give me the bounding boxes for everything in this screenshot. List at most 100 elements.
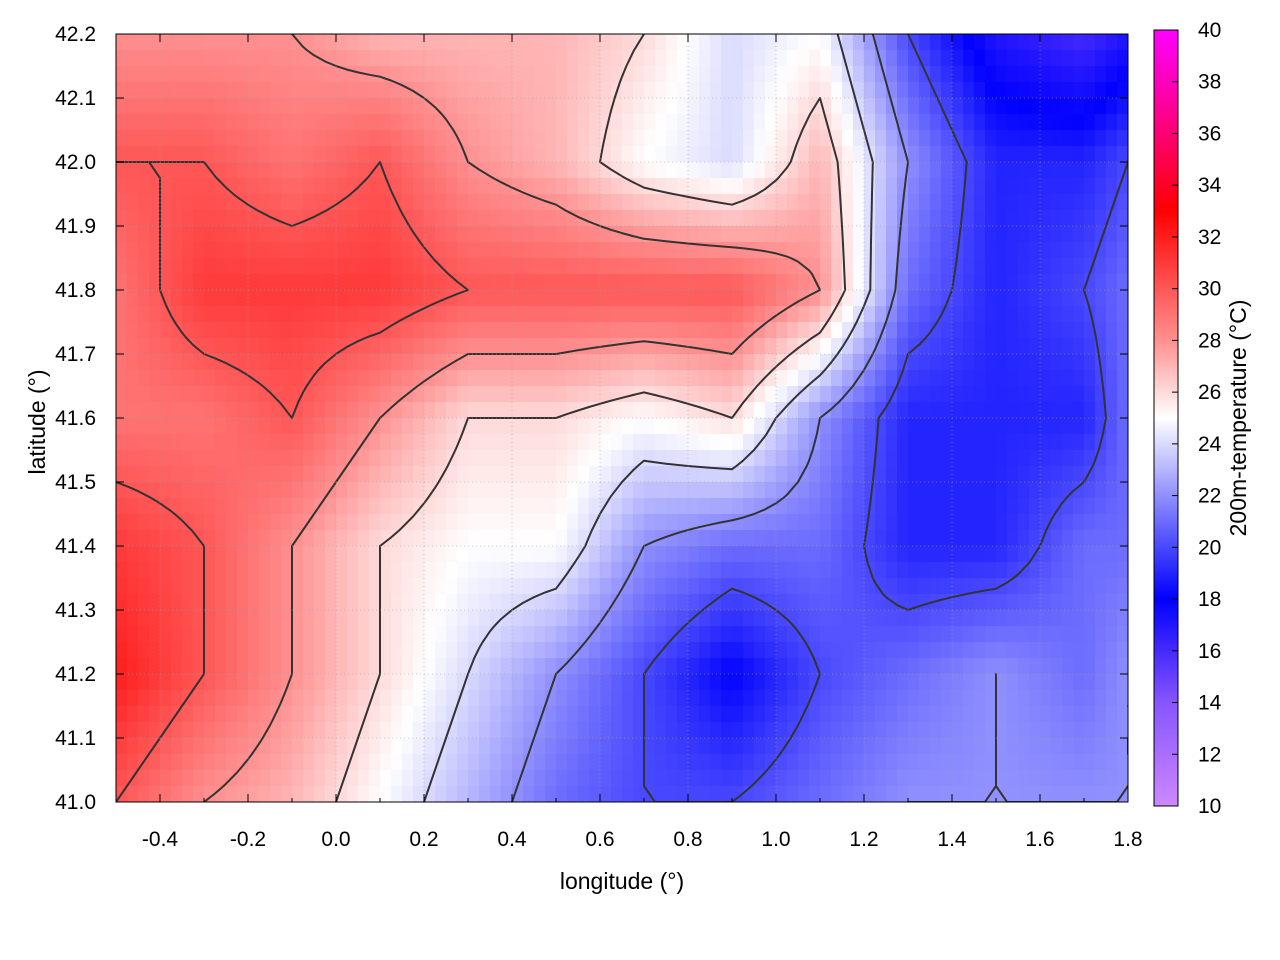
heatmap-cell: [314, 402, 326, 419]
heatmap-cell: [809, 258, 821, 275]
heatmap-cell: [721, 546, 733, 563]
heatmap-cell: [1051, 562, 1063, 579]
heatmap-cell: [1095, 306, 1107, 323]
heatmap-cell: [655, 242, 667, 259]
heatmap-cell: [347, 114, 359, 131]
heatmap-cell: [490, 306, 502, 323]
heatmap-cell: [787, 578, 799, 595]
heatmap-cell: [589, 674, 601, 691]
heatmap-cell: [622, 562, 634, 579]
heatmap-cell: [919, 66, 931, 83]
heatmap-cell: [292, 754, 304, 771]
heatmap-cell: [688, 418, 700, 435]
heatmap-cell: [941, 466, 953, 483]
heatmap-cell: [479, 578, 491, 595]
heatmap-cell: [358, 226, 370, 243]
heatmap-cell: [259, 162, 271, 179]
heatmap-cell: [325, 50, 337, 67]
heatmap-cell: [259, 578, 271, 595]
heatmap-cell: [314, 34, 326, 51]
heatmap-cell: [941, 578, 953, 595]
heatmap-cell: [292, 642, 304, 659]
heatmap-cell: [1051, 626, 1063, 643]
heatmap-cell: [490, 226, 502, 243]
heatmap-cell: [1051, 290, 1063, 307]
heatmap-cell: [1106, 514, 1118, 531]
heatmap-cell: [270, 738, 282, 755]
heatmap-cell: [776, 418, 788, 435]
heatmap-cell: [534, 786, 546, 802]
heatmap-cell: [391, 626, 403, 643]
heatmap-cell: [732, 66, 744, 83]
heatmap-cell: [413, 578, 425, 595]
heatmap-cell: [358, 562, 370, 579]
heatmap-cell: [534, 674, 546, 691]
heatmap-cell: [501, 770, 513, 787]
heatmap-cell: [336, 722, 348, 739]
heatmap-cell: [1084, 98, 1096, 115]
heatmap-cell: [116, 306, 128, 323]
heatmap-cell: [699, 98, 711, 115]
heatmap-cell: [435, 370, 447, 387]
heatmap-cell: [512, 418, 524, 435]
heatmap-cell: [501, 370, 513, 387]
heatmap-cell: [270, 770, 282, 787]
heatmap-cell: [556, 242, 568, 259]
heatmap-cell: [600, 354, 612, 371]
heatmap-cell: [358, 290, 370, 307]
heatmap-cell: [941, 258, 953, 275]
heatmap-cell: [171, 786, 183, 802]
heatmap-cell: [644, 578, 656, 595]
heatmap-cell: [1051, 98, 1063, 115]
heatmap-cell: [567, 786, 579, 802]
heatmap-cell: [248, 546, 260, 563]
heatmap-cell: [996, 354, 1008, 371]
heatmap-cell: [952, 690, 964, 707]
heatmap-cell: [864, 658, 876, 675]
heatmap-cell: [820, 706, 832, 723]
heatmap-cell: [578, 322, 590, 339]
heatmap-cell: [1007, 418, 1019, 435]
heatmap-cell: [963, 450, 975, 467]
heatmap-cell: [281, 578, 293, 595]
heatmap-cell: [413, 290, 425, 307]
heatmap-cell: [215, 66, 227, 83]
heatmap-cell: [600, 706, 612, 723]
heatmap-cell: [952, 34, 964, 51]
heatmap-cell: [270, 546, 282, 563]
heatmap-cell: [622, 210, 634, 227]
heatmap-cell: [831, 98, 843, 115]
heatmap-cell: [996, 82, 1008, 99]
heatmap-cell: [1117, 706, 1128, 723]
heatmap-cell: [897, 354, 909, 371]
heatmap-cell: [611, 674, 623, 691]
heatmap-cell: [193, 514, 205, 531]
heatmap-cell: [567, 274, 579, 291]
heatmap-cell: [908, 386, 920, 403]
heatmap-cell: [292, 386, 304, 403]
heatmap-cell: [952, 210, 964, 227]
heatmap-cell: [248, 306, 260, 323]
heatmap-cell: [413, 370, 425, 387]
heatmap-cell: [600, 290, 612, 307]
heatmap-cell: [567, 450, 579, 467]
heatmap-cell: [1007, 562, 1019, 579]
heatmap-cell: [809, 562, 821, 579]
heatmap-cell: [281, 274, 293, 291]
heatmap-cell: [248, 754, 260, 771]
heatmap-cell: [644, 66, 656, 83]
heatmap-cell: [864, 722, 876, 739]
heatmap-cell: [688, 722, 700, 739]
heatmap-cell: [270, 322, 282, 339]
heatmap-cell: [556, 482, 568, 499]
heatmap-cell: [996, 642, 1008, 659]
heatmap-cell: [292, 578, 304, 595]
heatmap-cell: [226, 546, 238, 563]
heatmap-cell: [226, 130, 238, 147]
heatmap-cell: [534, 738, 546, 755]
heatmap-cell: [446, 162, 458, 179]
heatmap-cell: [237, 402, 249, 419]
heatmap-cell: [677, 594, 689, 611]
heatmap-cell: [182, 146, 194, 163]
heatmap-cell: [688, 338, 700, 355]
